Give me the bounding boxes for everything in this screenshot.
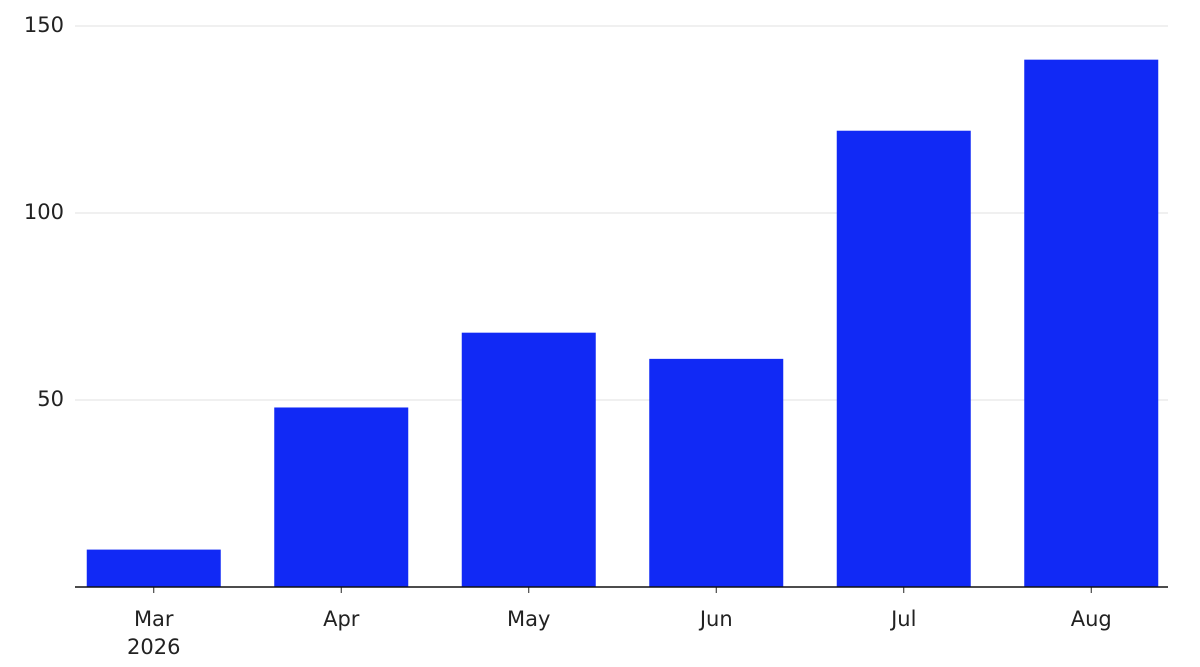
x-tick-label: Apr xyxy=(323,607,360,631)
x-tick-label: Aug xyxy=(1071,607,1112,631)
x-tick-label: Jun xyxy=(698,607,733,631)
bar xyxy=(1024,59,1159,588)
bar xyxy=(649,358,784,587)
y-tick-label: 150 xyxy=(24,13,64,37)
y-tick-label: 100 xyxy=(24,200,64,224)
x-tick-label: Mar 2026 xyxy=(127,607,180,659)
bar xyxy=(461,332,596,587)
bar xyxy=(274,407,409,587)
bar xyxy=(86,549,221,587)
x-tick-label: Jul xyxy=(889,607,916,631)
y-tick-label: 50 xyxy=(37,387,64,411)
bar xyxy=(836,130,971,587)
x-tick-label: May xyxy=(507,607,550,631)
